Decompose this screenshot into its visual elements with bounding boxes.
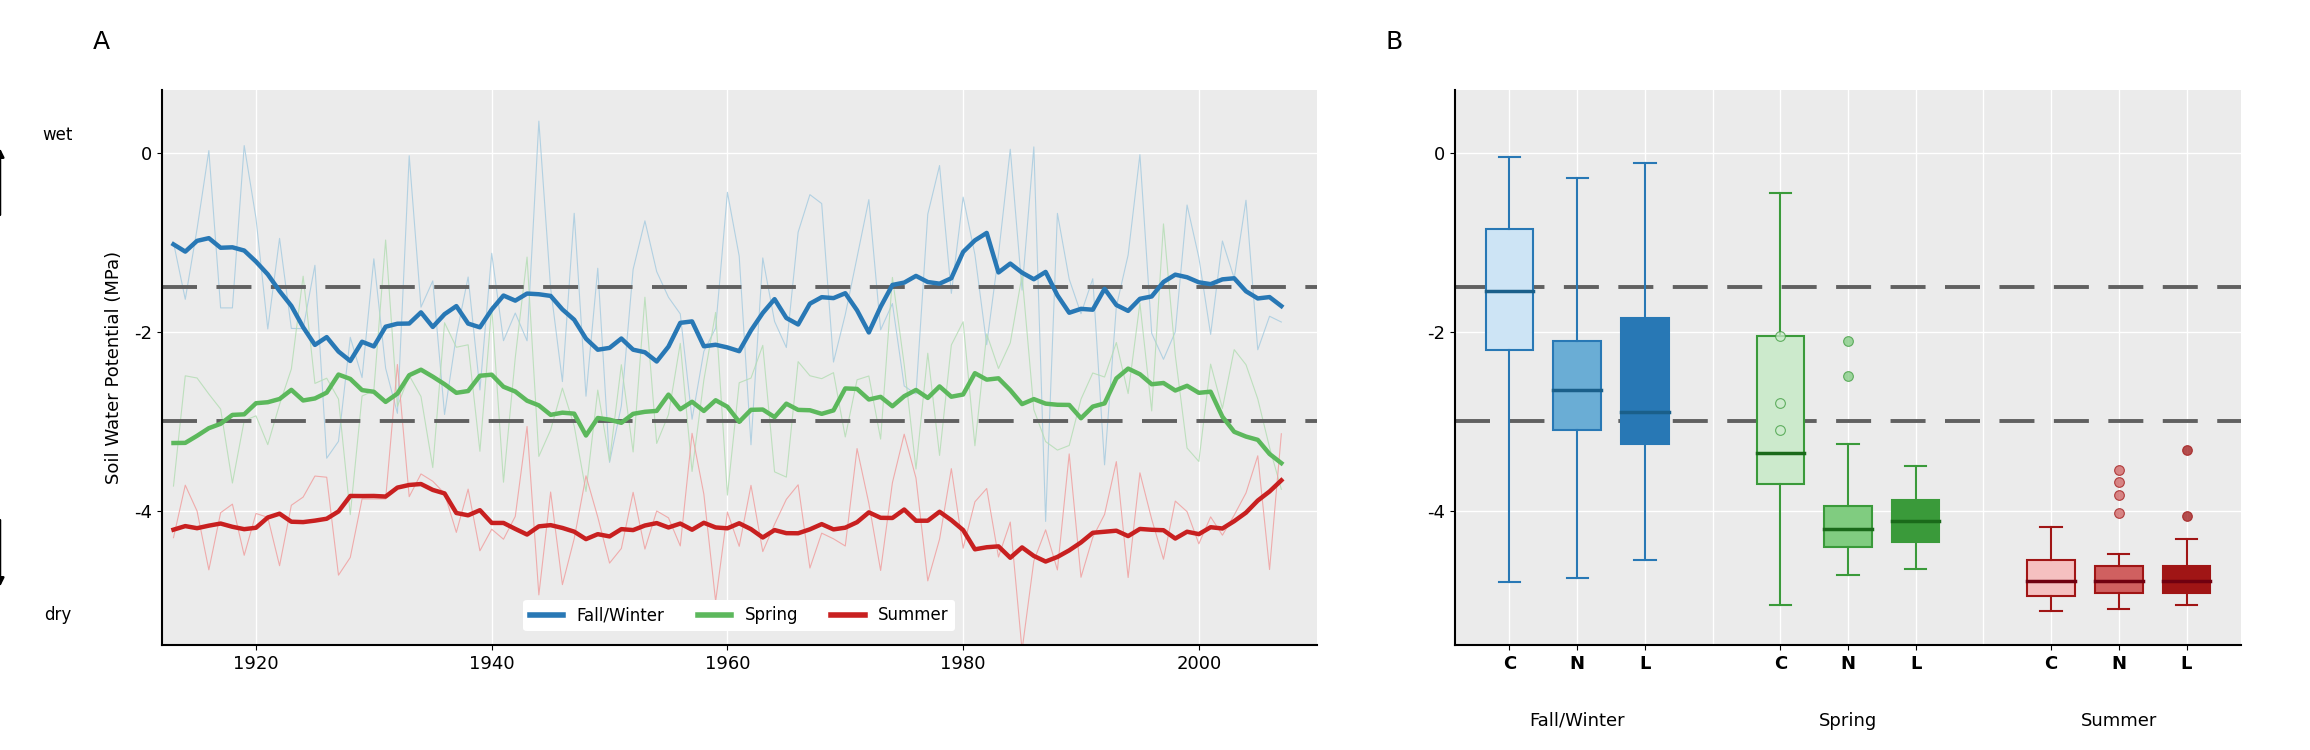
Legend: Fall/Winter, Spring, Summer: Fall/Winter, Spring, Summer	[522, 600, 956, 631]
Bar	[2028, 560, 2074, 596]
Bar	[1622, 318, 1668, 443]
Bar	[1552, 340, 1601, 430]
Bar	[2095, 566, 2141, 593]
Text: wet: wet	[42, 126, 74, 144]
Bar	[1756, 336, 1804, 484]
Text: Fall/Winter: Fall/Winter	[1529, 712, 1624, 730]
Text: B: B	[1386, 30, 1402, 54]
Text: Spring: Spring	[1818, 712, 1878, 730]
Bar	[1485, 229, 1534, 350]
Bar	[1825, 506, 1871, 547]
Text: Summer: Summer	[2081, 712, 2158, 730]
Text: dry: dry	[44, 606, 72, 624]
Bar	[2162, 566, 2211, 593]
Bar	[1892, 500, 1940, 542]
Y-axis label: Soil Water Potential (MPa): Soil Water Potential (MPa)	[104, 251, 122, 484]
Text: A: A	[92, 30, 109, 54]
